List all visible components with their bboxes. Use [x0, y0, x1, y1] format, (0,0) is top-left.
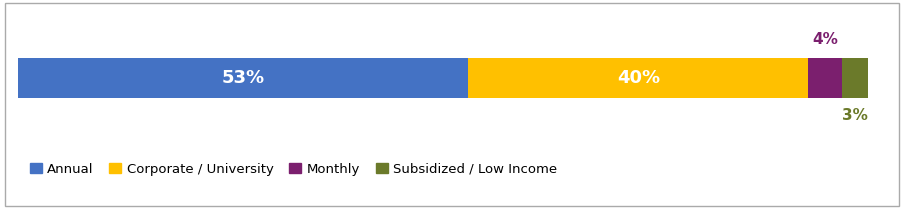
Text: 3%: 3%: [842, 108, 867, 123]
Bar: [468, 58, 807, 98]
Bar: [18, 58, 468, 98]
Bar: [807, 58, 842, 98]
Bar: [842, 58, 867, 98]
Text: 53%: 53%: [221, 69, 265, 87]
Text: 4%: 4%: [812, 32, 837, 47]
Text: 40%: 40%: [616, 69, 659, 87]
Legend: Annual, Corporate / University, Monthly, Subsidized / Low Income: Annual, Corporate / University, Monthly,…: [24, 157, 562, 181]
